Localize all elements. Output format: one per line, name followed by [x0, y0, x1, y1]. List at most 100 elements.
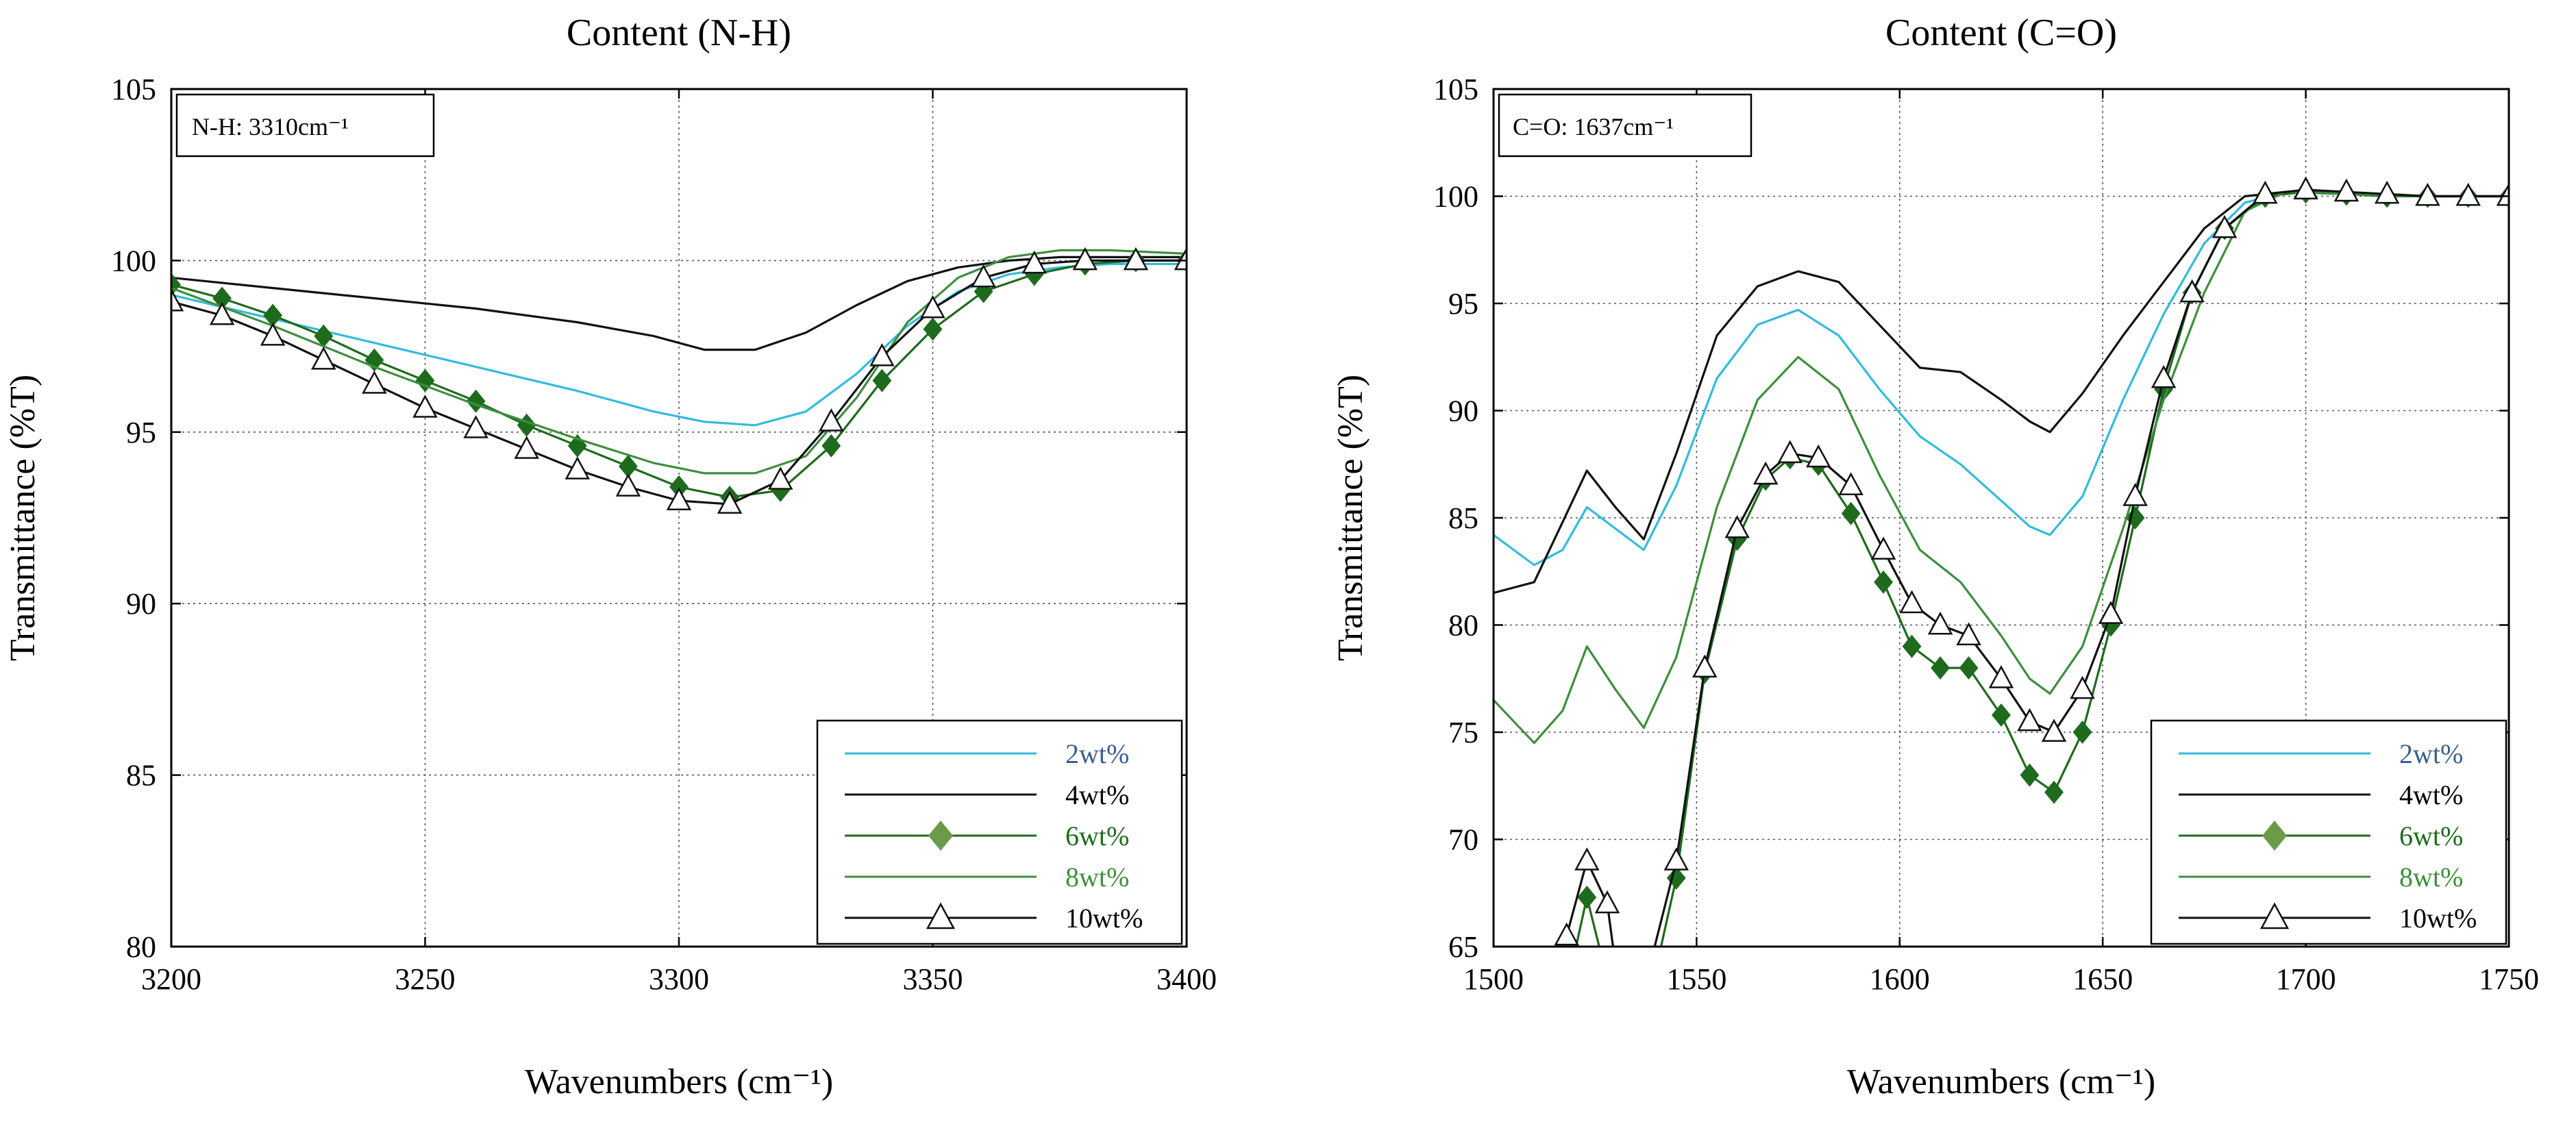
x-tick-label: 1600	[1870, 962, 1930, 996]
y-axis-label: Transmittance (%T)	[3, 375, 42, 661]
grid-lines	[171, 89, 1187, 947]
x-tick-label: 1750	[2479, 962, 2539, 996]
series-10wt-point	[412, 395, 438, 418]
series-6wt-point	[669, 475, 689, 499]
series-6wt-point	[314, 324, 334, 348]
y-tick-label: 85	[1448, 501, 1478, 535]
y-tick-label: 105	[1433, 73, 1478, 106]
legend-label-2wt: 2wt%	[2399, 738, 2463, 769]
series-10wt-point	[2070, 675, 2095, 699]
series-10wt-point	[1021, 250, 1047, 274]
legend-marker-6wt	[2262, 821, 2288, 851]
series-6wt-point	[263, 303, 283, 327]
axis-ticks: 1500 1550 1600 1650 1700 1750 65 70 75 80 85 90 95 10…	[1433, 73, 2539, 996]
x-tick-label: 1650	[2072, 962, 2133, 996]
series-10wt-point	[1663, 847, 1689, 871]
series-10wt-point	[2212, 214, 2238, 238]
series-10wt-point	[717, 490, 743, 514]
series-10wt-point	[514, 436, 539, 459]
series-10wt-point	[171, 288, 184, 312]
series-10wt-point	[2293, 176, 2318, 200]
series-10wt-point	[1777, 440, 1803, 464]
series-10wt-point	[1956, 622, 1981, 646]
series-10wt-point	[2496, 182, 2509, 206]
x-tick-label: 1700	[2276, 962, 2336, 996]
y-tick-label: 105	[111, 73, 156, 106]
x-axis-label: Wavenumbers (cm⁻¹)	[525, 1062, 833, 1101]
series-10wt-point	[1554, 922, 1579, 946]
chart-nh: 3200 3250 3300 3350 3400 80 85 90 95 100 105 Conte…	[3, 12, 1217, 1101]
series-6wt-point	[567, 434, 587, 458]
series-10wt-point	[666, 487, 692, 510]
series-6wt-point	[821, 434, 841, 458]
x-axis-label: Wavenumbers (cm⁻¹)	[1847, 1062, 2155, 1101]
legend-label-2wt: 2wt%	[1065, 738, 1129, 769]
series-10wt-point	[1838, 472, 1863, 496]
series-10wt-point	[2374, 180, 2400, 204]
series-10wt-point	[1927, 611, 1953, 635]
series-10wt-point	[819, 408, 844, 432]
y-tick-label: 80	[126, 930, 156, 964]
legend-box	[816, 719, 1183, 945]
y-tick-label: 65	[1448, 930, 1478, 964]
series-6wt-point	[1598, 967, 1617, 990]
series-10wt-point	[971, 264, 996, 288]
legend-label-10wt: 10wt%	[1065, 903, 1143, 934]
y-tick-label: 70	[1448, 823, 1478, 857]
legend-label-6wt: 6wt%	[1065, 821, 1129, 851]
series-10wt-point	[2455, 182, 2481, 206]
annotation-text: C=O: 1637cm⁻¹	[1513, 113, 1674, 140]
x-tick-label: 3200	[141, 962, 201, 996]
series-10wt-point	[2179, 279, 2205, 303]
series-10wt-point	[1899, 590, 1924, 614]
legend: 2wt% 4wt% 6wt% 8wt% 10wt%	[816, 719, 1183, 945]
legend-label-8wt: 8wt%	[1065, 862, 1129, 892]
legend-label-4wt: 4wt%	[2399, 779, 2463, 810]
series-10wt-point	[1123, 247, 1149, 271]
series-10wt-point	[1692, 654, 1718, 678]
y-tick-label: 100	[111, 244, 156, 277]
series-10wt-point	[2122, 483, 2148, 506]
x-tick-label: 1500	[1463, 962, 1524, 996]
legend-box	[2150, 719, 2507, 945]
x-tick-label: 3300	[649, 962, 709, 996]
series-10wt-point	[1072, 247, 1098, 271]
y-tick-label: 100	[1433, 180, 1478, 214]
series-10wt-point	[1574, 847, 1600, 871]
y-tick-label: 90	[126, 587, 156, 621]
plot-series	[171, 247, 1187, 514]
series-10wt-point	[2151, 364, 2177, 388]
series-6wt-point	[1874, 570, 1894, 594]
series-6wt-point	[517, 413, 536, 437]
series-10wt-point	[362, 371, 387, 394]
x-tick-label: 3250	[395, 962, 456, 996]
series-10wt-point	[565, 456, 591, 479]
y-tick-label: 80	[1448, 609, 1478, 642]
annotation-box: N-H: 3310cm⁻¹	[175, 93, 435, 158]
x-tick-label: 3400	[1156, 962, 1217, 996]
series-6wt-point	[1992, 703, 2011, 727]
series-10wt-point	[1805, 444, 1831, 468]
series-8wt-line	[1494, 190, 2509, 745]
series-6wt-point	[1902, 634, 1922, 658]
series-4wt-line	[1494, 190, 2509, 595]
series-10wt-point	[615, 473, 641, 497]
series-6wt-point	[2072, 721, 2092, 744]
series-10wt-point	[2415, 182, 2440, 206]
series-6wt-point	[2044, 780, 2064, 804]
series-6wt-point	[1841, 501, 1861, 525]
series-2wt-line	[1494, 190, 2509, 566]
series-10wt-point	[1724, 515, 1750, 538]
series-10wt-point	[311, 347, 336, 370]
series-10wt-point	[2253, 180, 2278, 204]
axis-ticks: 3200 3250 3300 3350 3400 80 85 90 95 100 105	[111, 73, 1217, 996]
series-6wt-point	[171, 273, 181, 297]
annotation-text: N-H: 3310cm⁻¹	[192, 113, 349, 140]
y-tick-label: 90	[1448, 395, 1478, 428]
series-6wt-point	[618, 454, 638, 478]
series-6wt-point	[1959, 656, 1979, 680]
legend-label-6wt: 6wt%	[2399, 821, 2463, 851]
series-10wt-point	[260, 322, 286, 346]
legend-entries: 2wt% 4wt% 6wt% 8wt% 10wt%	[2179, 738, 2477, 934]
series-10wt-point	[463, 415, 488, 438]
